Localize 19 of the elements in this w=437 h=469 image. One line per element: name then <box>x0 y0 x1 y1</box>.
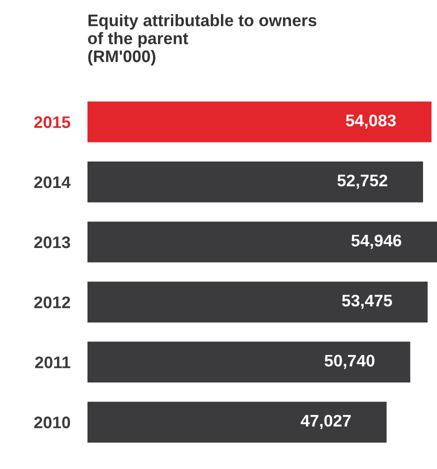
data-label: 47,027 <box>300 414 351 430</box>
bar <box>87 222 437 262</box>
y-tick-label: 2013 <box>34 236 70 248</box>
bar <box>87 162 424 202</box>
data-label: 50,740 <box>324 354 374 369</box>
bar <box>87 342 410 383</box>
data-label: 54,946 <box>351 234 402 249</box>
y-tick-label: 2015 <box>34 116 70 128</box>
data-label: 54,083 <box>346 114 396 129</box>
bar <box>87 101 432 142</box>
data-label: 53,475 <box>342 294 392 309</box>
y-tick-label: 2014 <box>34 176 71 188</box>
bar <box>87 402 387 443</box>
bar <box>87 282 428 322</box>
y-tick-label: 2010 <box>34 416 70 428</box>
y-tick-label: 2011 <box>35 356 70 368</box>
chart-title: Equity attributable to owners of the parent (RM'000) <box>88 14 316 66</box>
data-label: 52,752 <box>337 174 388 189</box>
y-tick-label: 2012 <box>34 296 70 308</box>
